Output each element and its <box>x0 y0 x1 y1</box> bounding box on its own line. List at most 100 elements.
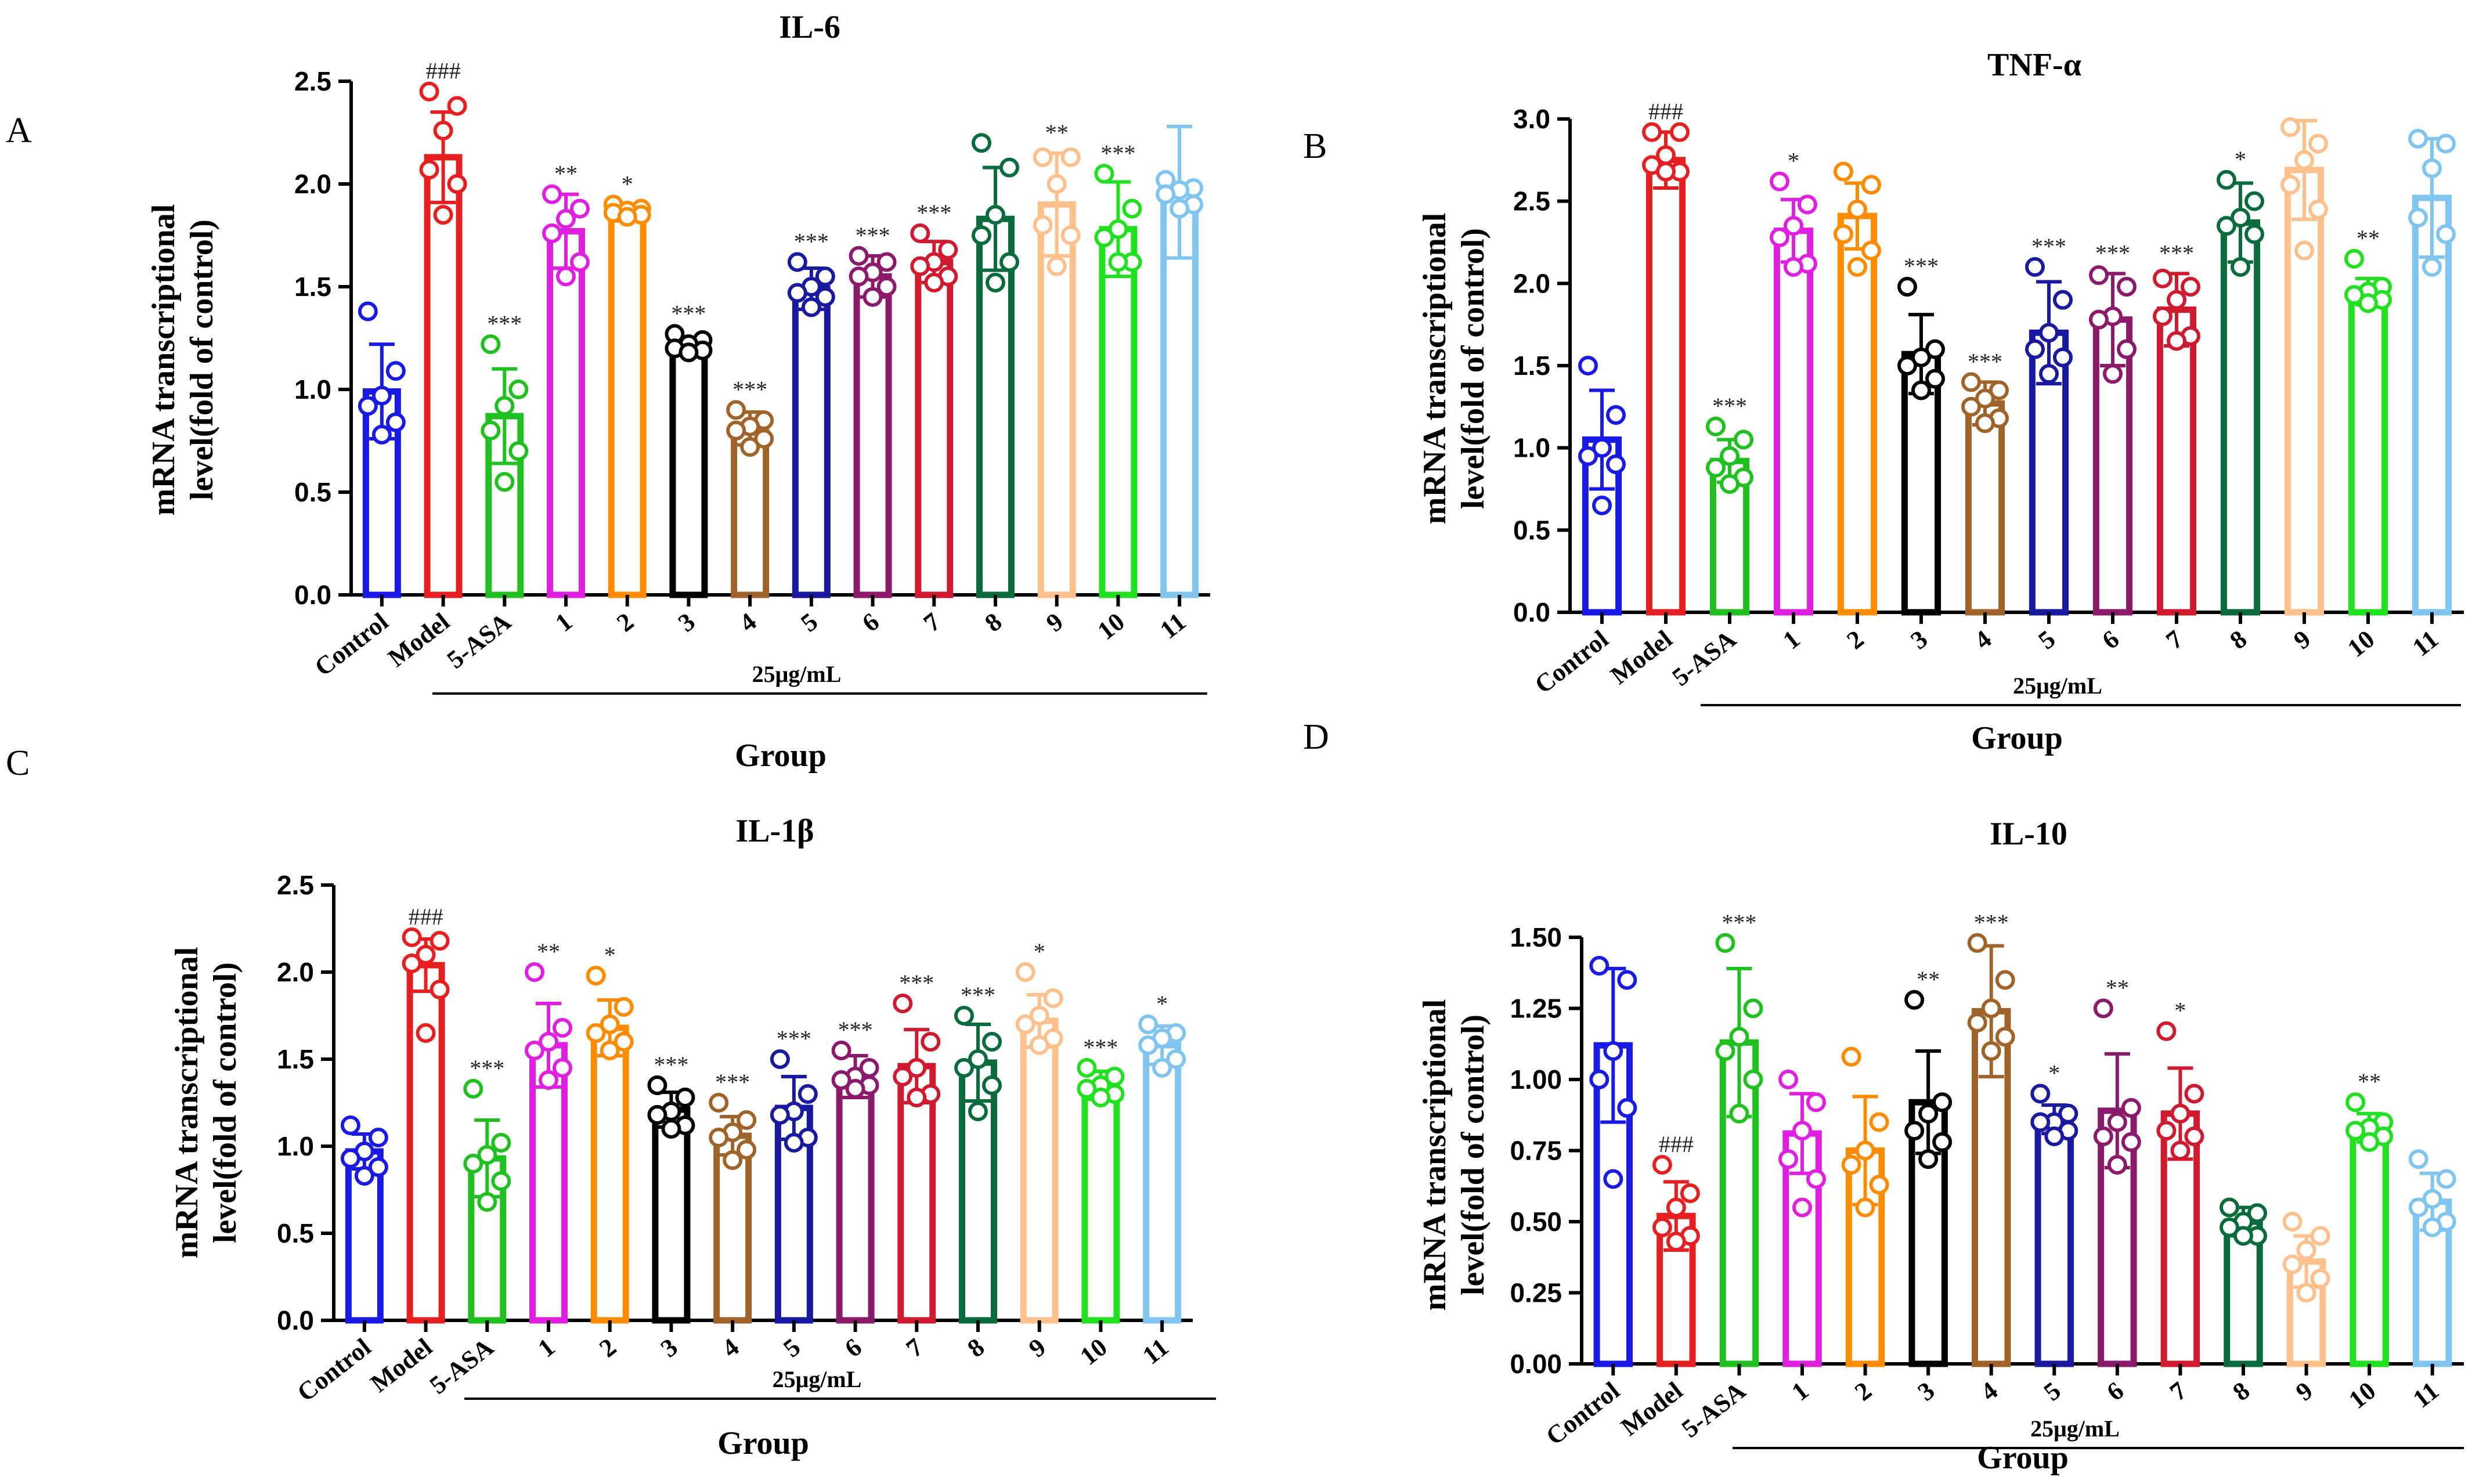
data-point-d <box>2220 1217 2239 1237</box>
data-point-a <box>385 412 406 432</box>
data-point-d <box>1806 1092 1826 1113</box>
data-point-c <box>784 1133 804 1153</box>
data-point-c <box>647 1105 667 1125</box>
data-point-b <box>2167 290 2186 310</box>
panel-letter-d: D <box>1303 717 1329 757</box>
significance-label-b: *** <box>1712 393 1747 419</box>
bar-c <box>1081 1082 1120 1324</box>
data-point-d <box>1967 1013 1987 1032</box>
data-point-b <box>2422 158 2442 178</box>
significance-label-c: *** <box>470 1055 504 1081</box>
significance-label-c: *** <box>1083 1034 1118 1060</box>
data-point-a <box>924 272 944 293</box>
concentration-label-d: 25μg/mL <box>2030 1416 2120 1442</box>
x-tick-label-a: 2 <box>611 607 639 637</box>
data-point-a <box>849 245 869 266</box>
data-point-d <box>1869 1112 1889 1132</box>
data-point-c <box>1077 1079 1097 1099</box>
x-tick-label-b: 6 <box>2097 624 2125 655</box>
data-point-d <box>2156 1021 2177 1041</box>
data-point-d <box>1589 956 1609 976</box>
data-point-a <box>986 272 1005 293</box>
data-point-a <box>542 184 562 204</box>
data-point-c <box>430 980 450 999</box>
data-point-d <box>2156 1121 2177 1141</box>
x-tick-label-b: 4 <box>1969 624 1997 655</box>
data-point-b <box>1975 413 1995 434</box>
data-point-d <box>2282 1254 2303 1274</box>
data-point-b <box>2053 290 2073 310</box>
x-tick-label-a: Model <box>382 607 455 672</box>
y-tick-label-b: 2.0 <box>1513 268 1550 298</box>
data-point-a <box>972 225 991 245</box>
data-point-a <box>910 256 930 276</box>
data-point-b <box>1592 495 1612 515</box>
data-point-c <box>1138 1014 1159 1034</box>
data-point-d <box>2296 1240 2316 1260</box>
bar-a <box>1099 226 1138 598</box>
y-axis-title-line: level(fold of control) <box>184 219 220 500</box>
significance-label-a: * <box>622 171 633 197</box>
y-axis-title-d: mRNA transcriptionallevel(fold of contro… <box>1417 999 1491 1311</box>
data-point-d <box>1918 1103 1939 1124</box>
concentration-label-a: 25μg/mL <box>752 661 842 687</box>
x-tick-label-d: 7 <box>2164 1376 2192 1406</box>
data-point-c <box>954 1058 974 1078</box>
x-tick-label-d: Control <box>1540 1376 1625 1450</box>
x-tick-label-a: 6 <box>857 607 885 637</box>
data-point-c <box>477 1192 497 1212</box>
data-point-d <box>1855 1197 1875 1218</box>
data-point-d <box>1778 1070 1798 1089</box>
data-point-a <box>1122 198 1142 219</box>
data-point-c <box>770 1049 790 1069</box>
x-tick-label-b: Control <box>1529 624 1614 699</box>
data-point-c <box>770 1105 790 1125</box>
x-tick-label-c: 5-ASA <box>424 1333 499 1400</box>
data-point-a <box>1033 147 1053 167</box>
x-tick-label-d: Model <box>1615 1376 1688 1441</box>
data-point-d <box>1855 1140 1875 1161</box>
x-tick-label-b: 7 <box>2161 624 2189 655</box>
bar-a <box>669 343 708 598</box>
data-point-b <box>2408 208 2428 228</box>
data-point-a <box>1094 228 1114 248</box>
data-point-b <box>1975 388 1995 409</box>
data-point-b <box>1911 380 1931 400</box>
bar-c <box>836 1073 875 1324</box>
data-point-b <box>1961 396 1981 417</box>
data-point-d <box>2408 1197 2428 1218</box>
data-point-a <box>447 96 467 116</box>
data-point-c <box>600 1041 620 1060</box>
data-point-a <box>1060 147 1081 167</box>
data-point-c <box>525 1041 544 1060</box>
x-tick-label-d: 5-ASA <box>1676 1376 1751 1443</box>
data-point-b <box>2231 208 2250 228</box>
significance-label-d: ### <box>1659 1131 1694 1157</box>
data-point-a <box>863 287 883 307</box>
x-tick-label-c: 8 <box>962 1333 990 1363</box>
x-tick-label-d: 3 <box>1912 1376 1940 1406</box>
y-tick-label-d: 0.75 <box>1510 1136 1562 1166</box>
data-point-d <box>2121 1132 2141 1152</box>
data-point-c <box>354 1166 374 1186</box>
y-tick-label-b: 1.0 <box>1513 433 1550 463</box>
y-tick-label-d: 0.25 <box>1510 1278 1562 1308</box>
data-point-d <box>1666 1197 1686 1218</box>
data-point-b <box>1706 416 1726 436</box>
bar-c <box>1143 1042 1182 1324</box>
data-point-c <box>737 1140 757 1160</box>
y-tick-label-a: 1.0 <box>294 374 331 405</box>
data-point-d <box>1652 1217 1672 1237</box>
y-tick-label-a: 2.5 <box>294 66 331 96</box>
significance-label-b: ### <box>1648 99 1683 125</box>
data-point-d <box>2184 1084 2204 1104</box>
data-point-a <box>815 266 835 287</box>
data-point-d <box>2030 1112 2051 1132</box>
data-point-c <box>525 962 544 982</box>
data-point-b <box>2280 175 2300 195</box>
x-tick-label-b: 2 <box>1842 624 1870 655</box>
data-point-a <box>876 277 897 297</box>
data-point-a <box>999 157 1019 178</box>
bar-b <box>1645 157 1686 616</box>
data-point-d <box>2345 1092 2366 1113</box>
